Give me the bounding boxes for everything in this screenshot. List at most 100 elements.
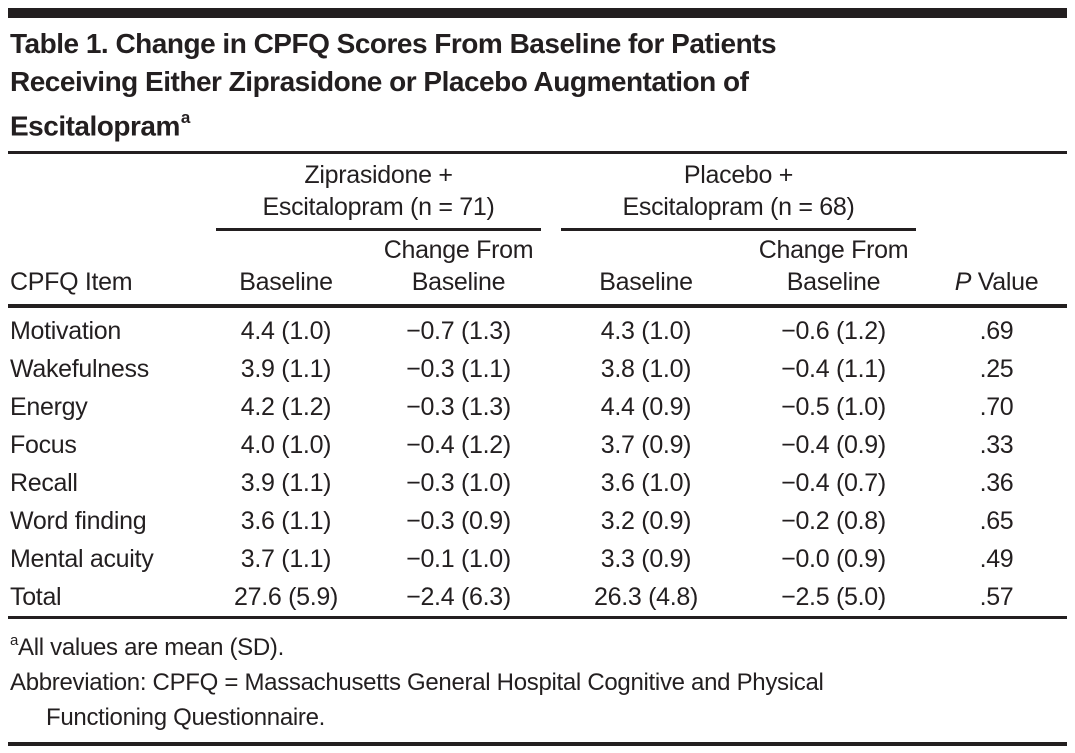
cell-placebo-baseline: 26.3 (4.8) (593, 582, 698, 611)
cell-ziprasidone-change: −0.3 (1.0) (406, 468, 511, 497)
group-header-placebo: Placebo + Escitalopram (n = 68) (551, 154, 926, 234)
title-text: Escitalopram (10, 110, 180, 142)
bottom-margin (8, 746, 1067, 753)
table-row-recall: Recall 3.9 (1.1) −0.3 (1.0) 3.6 (1.0) −0… (8, 464, 1067, 502)
cell-ziprasidone-change: −0.3 (0.9) (406, 506, 511, 535)
spanner-rule-placebo (561, 228, 916, 234)
change-header-line: Change From (383, 236, 534, 265)
title-line-1: Table 1. Change in CPFQ Scores From Base… (10, 25, 1067, 63)
cell-placebo-change: −0.4 (0.7) (781, 468, 886, 497)
group-header-ziprasidone: Ziprasidone + Escitalopram (n = 71) (206, 154, 551, 234)
column-header-p-value: P Value (926, 234, 1067, 309)
cell-ziprasidone-baseline: 3.9 (1.1) (240, 468, 332, 497)
cell-placebo-change: −0.6 (1.2) (781, 316, 886, 345)
cell-placebo-change: −0.5 (1.0) (781, 392, 886, 421)
footnote-a-marker: a (10, 632, 19, 650)
footnote-abbreviation-line-1: Abbreviation: CPFQ = Massachusetts Gener… (10, 669, 824, 697)
title-line-3: Escitaloprama (10, 101, 1067, 145)
cell-cpfq-item: Focus (10, 430, 77, 459)
cell-p-value: .69 (979, 316, 1014, 345)
group-label-line: Escitalopram (n = 71) (262, 193, 495, 222)
cell-ziprasidone-baseline: 3.6 (1.1) (240, 506, 332, 535)
cell-ziprasidone-change: −0.7 (1.3) (406, 316, 511, 345)
footnote-abbreviation-line-2: Functioning Questionnaire. (46, 704, 326, 732)
cell-placebo-baseline: 4.3 (1.0) (600, 316, 692, 345)
cell-cpfq-item: Wakefulness (10, 354, 149, 383)
column-header-baseline-placebo: Baseline (551, 234, 741, 309)
cell-placebo-change: −0.4 (0.9) (781, 430, 886, 459)
cell-ziprasidone-change: −2.4 (6.3) (406, 582, 511, 611)
group-header-row: Ziprasidone + Escitalopram (n = 71) Plac… (8, 154, 1067, 234)
cell-cpfq-item: Word finding (10, 506, 147, 535)
cell-placebo-baseline: 3.2 (0.9) (600, 506, 692, 535)
column-header-change-placebo: Change From Baseline (741, 234, 926, 309)
p-symbol: P (954, 268, 972, 297)
title-footnote-marker: a (180, 108, 190, 127)
column-header-row: CPFQ Item Baseline Change From Baseline … (8, 234, 1067, 309)
group-label-line: Ziprasidone + (304, 161, 453, 190)
column-header-change-ziprasidone: Change From Baseline (366, 234, 551, 309)
cell-p-value: .36 (979, 468, 1014, 497)
change-header-line: Baseline (411, 268, 506, 297)
title-line-2: Receiving Either Ziprasidone or Placebo … (10, 63, 1067, 101)
cell-cpfq-item: Mental acuity (10, 544, 154, 573)
title-bottom-rule (8, 151, 1067, 155)
title-text: Table 1. Change in CPFQ Scores From Base… (10, 28, 777, 59)
table-row-focus: Focus 4.0 (1.0) −0.4 (1.2) 3.7 (0.9) −0.… (8, 426, 1067, 464)
table-top-bar (8, 8, 1067, 18)
cell-ziprasidone-change: −0.3 (1.3) (406, 392, 511, 421)
spanner-rule-ziprasidone (216, 228, 541, 234)
column-header-baseline-ziprasidone: Baseline (206, 234, 366, 309)
cell-placebo-baseline: 3.7 (0.9) (600, 430, 692, 459)
cell-placebo-change: −0.4 (1.1) (781, 354, 886, 383)
cell-p-value: .33 (979, 430, 1014, 459)
page-bottom-rule (8, 742, 1067, 747)
table-row-mental-acuity: Mental acuity 3.7 (1.1) −0.1 (1.0) 3.3 (… (8, 540, 1067, 578)
cell-placebo-change: −0.0 (0.9) (781, 544, 886, 573)
footnote-a: aAll values are mean (SD). (10, 624, 1067, 665)
table-footnotes: aAll values are mean (SD). Abbreviation:… (8, 619, 1067, 742)
cell-cpfq-item: Energy (10, 392, 88, 421)
cell-placebo-baseline: 3.3 (0.9) (600, 544, 692, 573)
cell-ziprasidone-baseline: 4.4 (1.0) (240, 316, 332, 345)
empty-header-cell (8, 154, 206, 234)
table-row-motivation: Motivation 4.4 (1.0) −0.7 (1.3) 4.3 (1.0… (8, 306, 1067, 350)
cell-p-value: .25 (979, 354, 1014, 383)
table-row-total: Total 27.6 (5.9) −2.4 (6.3) 26.3 (4.8) −… (8, 578, 1067, 616)
table-title: Table 1. Change in CPFQ Scores From Base… (8, 18, 1067, 151)
table-row-word-finding: Word finding 3.6 (1.1) −0.3 (0.9) 3.2 (0… (8, 502, 1067, 540)
group-label-line: Placebo + (683, 161, 794, 190)
change-header-line: Change From (758, 236, 909, 265)
cell-cpfq-item: Motivation (10, 316, 121, 345)
change-header-line: Baseline (786, 268, 881, 297)
cell-ziprasidone-baseline: 4.2 (1.2) (240, 392, 332, 421)
cell-ziprasidone-change: −0.1 (1.0) (406, 544, 511, 573)
cell-ziprasidone-change: −0.4 (1.2) (406, 430, 511, 459)
cpfq-scores-table: Ziprasidone + Escitalopram (n = 71) Plac… (8, 154, 1067, 616)
cell-p-value: .70 (979, 392, 1014, 421)
cell-cpfq-item: Recall (10, 468, 78, 497)
cell-ziprasidone-baseline: 3.9 (1.1) (240, 354, 332, 383)
cell-placebo-baseline: 3.6 (1.0) (600, 468, 692, 497)
cell-ziprasidone-baseline: 3.7 (1.1) (240, 544, 332, 573)
footnote-a-text: All values are mean (SD). (18, 634, 284, 662)
cell-placebo-baseline: 3.8 (1.0) (600, 354, 692, 383)
cell-p-value: .65 (979, 506, 1014, 535)
cell-placebo-change: −2.5 (5.0) (781, 582, 886, 611)
cell-ziprasidone-change: −0.3 (1.1) (406, 354, 511, 383)
cell-ziprasidone-baseline: 27.6 (5.9) (233, 582, 338, 611)
group-label-line: Escitalopram (n = 68) (622, 193, 855, 222)
cell-p-value: .57 (979, 582, 1014, 611)
table-row-energy: Energy 4.2 (1.2) −0.3 (1.3) 4.4 (0.9) −0… (8, 388, 1067, 426)
cell-p-value: .49 (979, 544, 1014, 573)
cell-placebo-change: −0.2 (0.8) (781, 506, 886, 535)
empty-header-cell (926, 154, 1067, 234)
table-bottom-rule (8, 616, 1067, 620)
cell-ziprasidone-baseline: 4.0 (1.0) (240, 430, 332, 459)
p-value-word: Value (971, 268, 1039, 297)
cell-cpfq-item: Total (10, 582, 62, 611)
cell-placebo-baseline: 4.4 (0.9) (600, 392, 692, 421)
title-text: Receiving Either Ziprasidone or Placebo … (10, 66, 749, 97)
column-header-cpfq-item: CPFQ Item (8, 234, 206, 309)
